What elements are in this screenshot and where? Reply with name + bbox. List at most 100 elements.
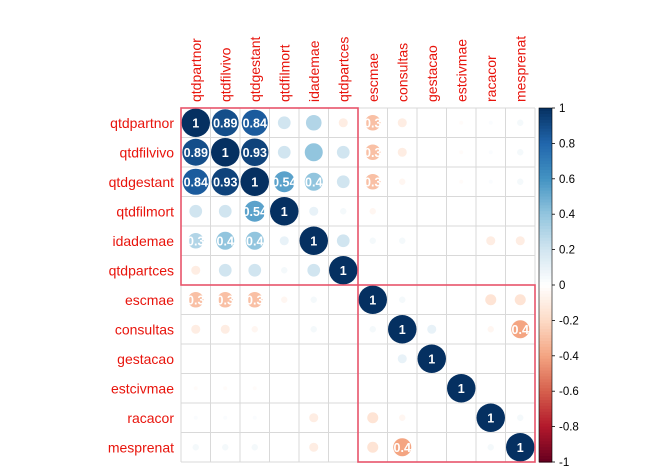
corr-circle-qtdfilvivo-qtdfilmort [277,145,291,159]
colorbar-segment [539,211,552,215]
corr-circle-qtdgestant-idademae [304,172,323,191]
colorbar-segment [539,403,552,407]
corr-circle-idademae-consultas [399,237,406,244]
corr-circle-qtdpartnor-qtdfilvivo [211,109,239,137]
colorbar-segment [539,408,552,413]
colorbar-segment [539,287,552,292]
colorbar-segment [539,438,552,442]
colorbar-segment [539,397,552,401]
corr-circle-qtdpartnor-qtdgestant [241,109,268,136]
colorbar-segment [539,172,552,177]
corr-circle-qtdfilvivo-qtdfilvivo [211,138,240,167]
corr-value-qtdpartnor-qtdfilvivo: 0.89 [213,116,237,130]
corr-value-qtdpartnor-escmae: 0.3 [364,116,381,130]
corr-circle-estcivmae-qtdgestant [252,386,257,391]
colorbar-segment [539,285,552,289]
colorbar-segment [539,255,552,260]
colorbar-segment [539,249,552,254]
corr-circle-qtdpartnor-qtdpartces [338,118,348,128]
corr-circle-idademae-qtdfilmort [279,236,289,246]
corr-circle-mesprenat-racacor [487,444,494,451]
corr-circle-consultas-qtdgestant [251,326,258,333]
colorbar-segment [539,391,552,395]
corr-value-qtdgestant-qtdfilvivo: 0.93 [213,175,237,189]
col-label-idademae: idademae [306,40,322,102]
colorbar-segment [539,279,552,283]
corr-circle-gestacao-consultas [397,354,407,364]
colorbar-segment [539,382,552,386]
corr-circle-racacor-mesprenat [517,414,524,421]
corr-circle-qtdgestant-escmae [364,173,381,190]
corr-circle-racacor-qtdgestant [252,415,257,420]
row-label-estcivmae: estcivmae [111,380,174,396]
corr-circle-qtdfilvivo-idademae [304,143,323,162]
cluster-rectangles [180,107,536,463]
colorbar-segment [539,296,552,301]
colorbar-segment [539,453,552,457]
corr-circle-qtdpartnor-qtdpartnor [181,108,210,137]
corr-circle-mesprenat-mesprenat [506,433,535,462]
corr-circle-qtdfilmort-idademae [309,206,319,216]
corr-circle-racacor-racacor [476,403,505,432]
colorbar-tick-label: -0.4 [559,351,579,363]
colorbar-tick-label: 1 [559,103,565,115]
row-label-mesprenat: mesprenat [108,439,174,455]
corr-circle-qtdfilvivo-consultas [397,147,407,157]
corr-value-qtdgestant-idademae: 0.4 [305,175,322,189]
corr-value-qtdpartces-qtdpartces: 1 [340,264,347,278]
colorbar-segment [539,134,552,139]
row-label-gestacao: gestacao [117,351,174,367]
colorbar-segment [539,143,552,147]
colorbar-segment [539,231,552,236]
column-labels: qtdpartnor qtdfilvivo qtdgestant qtdfilmort… [188,36,529,102]
colorbar-segment [539,140,552,144]
corr-circle-mesprenat-consultas [393,438,412,457]
colorbar-segment [539,110,552,115]
colorbar-segment [539,441,552,445]
colorbar-segment [539,423,552,428]
colorbar-segment [539,317,552,321]
colorbar-segment [539,346,552,351]
corr-circle-consultas-escmae [369,326,376,333]
colorbar-segment [539,414,552,419]
colorbar-segment [539,355,552,360]
colorbar-segment [539,226,552,230]
corr-value-qtdfilmort-qtdgestant: 0.54 [243,205,267,219]
colorbar-segment [539,432,552,437]
corr-circle-mesprenat-escmae [367,441,379,453]
corr-circle-consultas-consultas [388,315,417,344]
colorbar-segment [539,193,552,198]
colorbar-segment [539,128,552,133]
corr-circle-qtdpartnor-racacor [488,120,493,125]
corr-circle-qtdgestant-racacor [488,179,493,184]
colorbar-segment [539,450,552,454]
colorbar-segment [539,417,552,422]
colorbar-segment [539,385,552,389]
corr-circle-idademae-qtdgestant [245,231,264,250]
corr-value-estcivmae-estcivmae: 1 [458,382,465,396]
colorbar-segment [539,332,552,336]
colorbar-segment [539,167,552,171]
colorbar-segment [539,420,552,425]
colorbar-segment [539,169,552,174]
col-label-qtdgestant: qtdgestant [247,37,263,102]
colorbar-segment [539,373,552,378]
corr-value-idademae-idademae: 1 [310,234,317,248]
corr-circle-idademae-escmae [369,237,376,244]
colorbar-segment [539,155,552,159]
corr-circle-qtdfilvivo-estcivmae [459,150,464,155]
colorbar-segment [539,273,552,277]
colorbar-segment [539,125,552,130]
colorbar-segment [539,352,552,357]
colorbar-segment [539,456,552,460]
colorbar-segment [539,429,552,434]
colorbar-segment [539,308,552,313]
colorbar-segment [539,370,552,375]
corr-circle-racacor-consultas [399,414,406,421]
colorbar-segment [539,240,552,245]
corr-circle-consultas-racacor [487,326,494,333]
corr-circle-qtdfilmort-escmae [369,208,376,215]
corr-value-consultas-mesprenat: 0.4 [512,323,529,337]
colorbar-segment [539,344,552,348]
corr-value-idademae-qtdgestant: 0.4 [246,234,263,248]
